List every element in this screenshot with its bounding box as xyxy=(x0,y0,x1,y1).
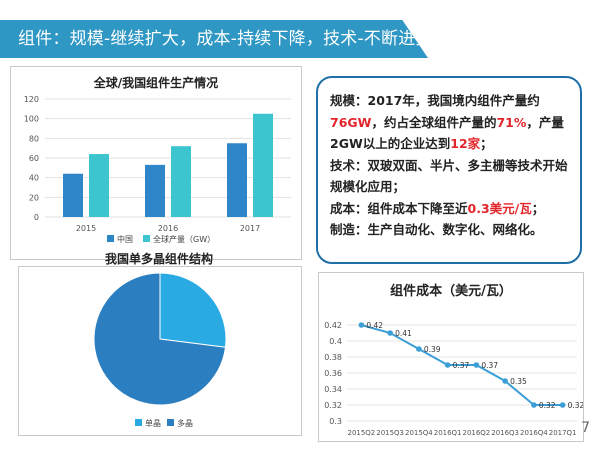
bar-x-tick-label: 2017 xyxy=(240,224,260,233)
line-y-tick-label: 0.34 xyxy=(324,385,342,394)
line-chart-x-axis: 2015Q2 2015Q3 2015Q4 2016Q1 2016Q2 2016Q3 2016… xyxy=(347,429,576,437)
line-x-tick-label: 2015Q4 xyxy=(405,429,433,437)
line-data-label: 0.32 xyxy=(568,401,583,410)
cost-text-2: ； xyxy=(531,200,545,216)
bar-chart-y-axis: 0 20 40 60 80 100 120 xyxy=(24,95,39,222)
line-chart-series: 0.42 0.41 0.39 0.37 0.37 0.35 0.32 0.32 xyxy=(358,321,583,410)
bar-legend-label: 全球产量（GW） xyxy=(153,234,215,244)
line-point-2016Q1 xyxy=(444,362,451,368)
bar-chart-x-axis: 2015 2016 2017 xyxy=(76,224,260,233)
pie-chart-legend: 单晶 多晶 xyxy=(135,418,193,428)
pie-chart: 我国单多晶组件结构 单晶 多晶 xyxy=(93,267,227,428)
line-x-tick-label: 2017Q1 xyxy=(549,429,577,437)
pie-chart-title: 我国单多晶组件结构 xyxy=(106,267,214,268)
line-point-2015Q4 xyxy=(416,346,422,352)
scale-text-2: ，约占全球组件产量的 xyxy=(371,114,497,130)
line-chart-title: 组件成本（美元/瓦） xyxy=(390,283,512,299)
scale-paragraph: 规模：2017年，我国境内组件产量约 76GW，约占全球组件产量的71%，产量2G… xyxy=(330,90,576,155)
bar-china-2016 xyxy=(145,164,165,217)
line-point-2017Q1 xyxy=(559,402,566,408)
line-x-tick-label: 2016Q2 xyxy=(462,429,490,437)
page-number: 7 xyxy=(581,420,590,436)
cost-paragraph: 成本：组件成本下降至近0.3美元/瓦； xyxy=(330,198,576,220)
line-point-2015Q2 xyxy=(358,322,365,328)
bar-chart-legend: 中国 全球产量（GW） xyxy=(107,234,215,244)
line-y-tick-label: 0.38 xyxy=(324,353,342,362)
bar-y-tick-label: 80 xyxy=(29,134,39,143)
line-data-label: 0.32 xyxy=(539,401,556,410)
scale-value-share: 71% xyxy=(496,114,527,130)
line-point-2016Q4 xyxy=(531,402,537,408)
pie-legend-swatch xyxy=(135,419,142,426)
line-chart-panel: 组件成本（美元/瓦） 0.3 0.32 0.34 0.36 0.38 0.4 0.42 0.… xyxy=(318,272,584,442)
line-data-label: 0.37 xyxy=(481,361,498,370)
line-point-2015Q3 xyxy=(387,330,393,336)
pie-slice-poly xyxy=(93,272,227,406)
bar-china-2015 xyxy=(63,173,83,217)
line-point-2016Q3 xyxy=(502,378,508,384)
scale-text-1: 规模：2017年，我国境内组件产量约 xyxy=(330,93,540,108)
bar-chart-panel: 全球/我国组件生产情况 0 20 40 60 80 100 120 2015 2016 2017… xyxy=(10,66,302,260)
line-data-label: 0.35 xyxy=(510,377,527,386)
line-chart-y-axis: 0.3 0.32 0.34 0.36 0.38 0.4 0.42 xyxy=(324,321,342,426)
cost-value: 0.3美元/瓦 xyxy=(467,200,532,216)
tech-paragraph: 技术：双玻双面、半片、多主栅等技术开始规模化应用； xyxy=(330,157,568,195)
line-cost-series xyxy=(361,324,563,406)
bar-y-tick-label: 100 xyxy=(24,115,39,124)
bar-legend-swatch xyxy=(143,235,150,242)
line-y-tick-label: 0.42 xyxy=(324,321,342,330)
pie-chart-slices xyxy=(93,272,227,406)
bar-china-2017 xyxy=(227,143,247,217)
bar-x-tick-label: 2015 xyxy=(76,224,96,233)
bar-legend-label: 中国 xyxy=(117,234,133,244)
bar-y-tick-label: 0 xyxy=(34,213,39,222)
line-x-tick-label: 2016Q3 xyxy=(491,429,519,437)
bar-global-2016 xyxy=(171,146,191,217)
line-y-tick-label: 0.4 xyxy=(329,337,342,346)
bar-legend-swatch xyxy=(107,235,114,242)
title-banner: 组件：规模-继续扩大，成本-持续下降，技术-不断进步 xyxy=(0,20,428,58)
scale-value-output: 76GW xyxy=(330,114,372,130)
line-x-tick-label: 2015Q3 xyxy=(376,429,404,437)
bar-chart: 全球/我国组件生产情况 0 20 40 60 80 100 120 2015 2016 2017… xyxy=(24,75,291,244)
line-x-tick-label: 2016Q1 xyxy=(434,429,462,437)
scale-text-4: ； xyxy=(480,136,493,151)
pie-chart-title-label: 我国单多晶组件结构 xyxy=(104,252,213,266)
line-x-tick-label: 2015Q2 xyxy=(347,429,375,437)
pie-legend-label: 单晶 xyxy=(145,418,161,428)
line-y-tick-label: 0.3 xyxy=(329,417,342,426)
summary-box: 规模：2017年，我国境内组件产量约 76GW，约占全球组件产量的71%，产量2G… xyxy=(316,76,582,264)
cost-text-1: 成本：组件成本下降至近 xyxy=(330,200,468,216)
bar-y-tick-label: 60 xyxy=(29,154,39,163)
bar-chart-title: 全球/我国组件生产情况 xyxy=(93,75,218,90)
scale-value-companies: 12家 xyxy=(450,136,481,151)
bar-global-2015 xyxy=(89,154,109,217)
line-y-tick-label: 0.32 xyxy=(324,401,342,410)
bar-global-2017 xyxy=(253,113,273,217)
pie-slice-mono xyxy=(159,272,227,348)
line-point-2016Q2 xyxy=(473,362,480,368)
line-data-label: 0.39 xyxy=(424,345,441,354)
bar-y-tick-label: 120 xyxy=(24,95,39,104)
bar-x-tick-label: 2016 xyxy=(158,224,178,233)
line-data-label: 0.37 xyxy=(453,361,470,370)
line-x-tick-label: 2016Q4 xyxy=(520,429,548,437)
pie-chart-panel: 我国单多晶组件结构 单晶 多晶 xyxy=(18,266,302,436)
bar-chart-grid xyxy=(45,98,291,218)
line-chart: 组件成本（美元/瓦） 0.3 0.32 0.34 0.36 0.38 0.4 0.42 0.… xyxy=(324,283,583,437)
page-title: 组件：规模-继续扩大，成本-持续下降，技术-不断进步 xyxy=(18,29,433,49)
pie-legend-label: 多晶 xyxy=(177,418,193,428)
pie-legend-swatch xyxy=(167,419,174,426)
scale-text-3: ，产量2GW以上的企业达到 xyxy=(330,114,564,152)
bar-y-tick-label: 20 xyxy=(29,193,39,202)
bar-chart-bars xyxy=(63,113,273,217)
manufacturing-paragraph: 制造：生产自动化、数字化、网络化。 xyxy=(330,222,543,237)
line-y-tick-label: 0.36 xyxy=(324,369,342,378)
line-data-label: 0.42 xyxy=(366,321,383,330)
bar-y-tick-label: 40 xyxy=(29,174,39,183)
line-chart-grid xyxy=(347,324,577,422)
line-data-label: 0.41 xyxy=(395,329,412,338)
